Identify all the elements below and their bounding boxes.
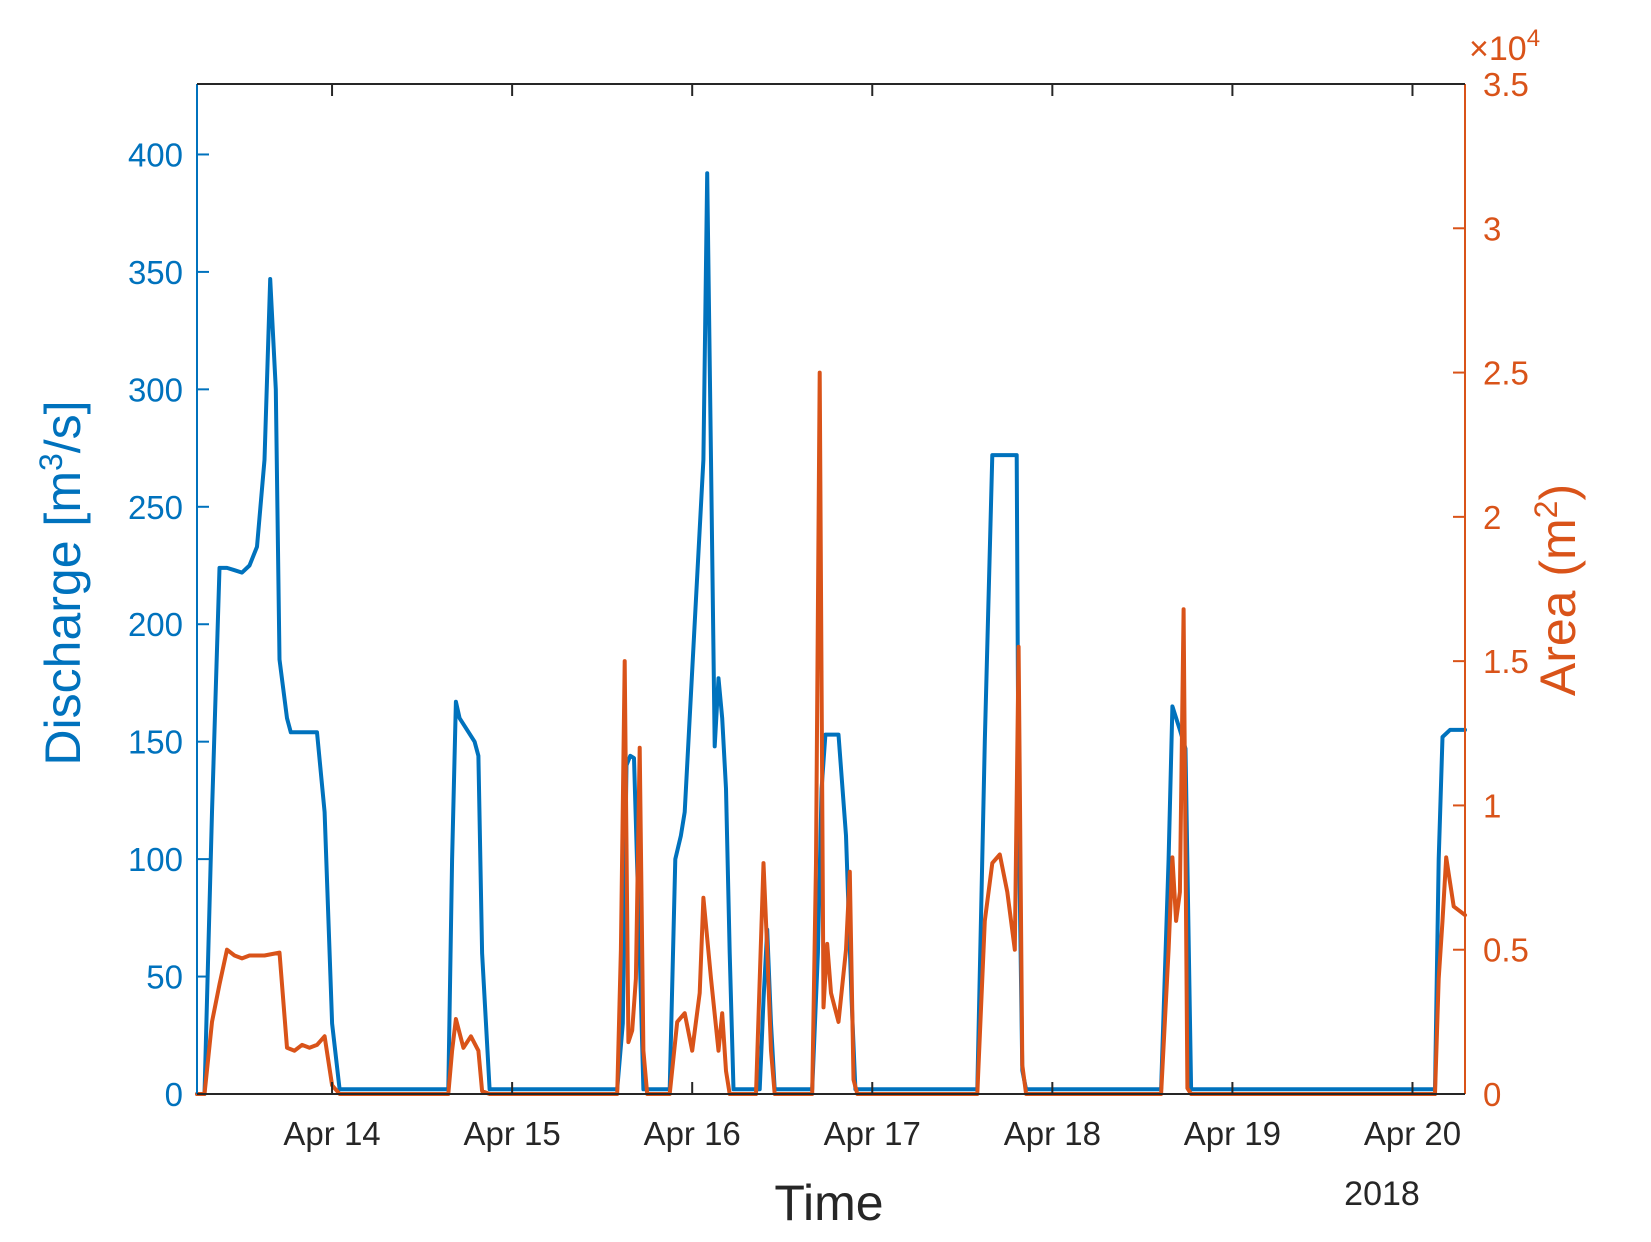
x-axis-tick-label: Apr 20 <box>1364 1115 1461 1152</box>
left-axis-tick-label: 400 <box>128 136 183 173</box>
right-axis-exponent: ×104 <box>1469 25 1540 68</box>
right-axis-tick-label: 1 <box>1483 787 1501 824</box>
right-axis-tick-label: 2.5 <box>1483 355 1529 392</box>
left-axis-tick-label: 150 <box>128 724 183 761</box>
x-axis-tick-label: Apr 15 <box>464 1115 561 1152</box>
right-axis-tick-label: 3.5 <box>1483 66 1529 103</box>
right-axis-tick-label: 1.5 <box>1483 643 1529 680</box>
left-axis-tick-label: 50 <box>146 959 183 996</box>
x-axis-label: Time <box>774 1175 883 1231</box>
right-axis-label-superscript: 2 <box>1528 501 1564 519</box>
left-axis-label-superscript: 3 <box>33 453 69 471</box>
left-axis-label: Discharge [m3/s] <box>33 400 91 765</box>
right-axis: 0 0.5 1 1.5 2 2.5 3 3.5 <box>1453 66 1529 1113</box>
right-axis-label: Area (m2) <box>1528 484 1586 696</box>
right-axis-exponent-superscript: 4 <box>1527 25 1540 52</box>
left-axis-tick-label: 350 <box>128 254 183 291</box>
x-axis-tick-label: Apr 19 <box>1184 1115 1281 1152</box>
x-axis: Apr 14 Apr 15 Apr 16 Apr 17 Apr 18 Apr 19 Apr … <box>197 83 1465 1152</box>
x-axis-year-label: 2018 <box>1344 1175 1420 1213</box>
plot-area <box>195 171 1467 1096</box>
right-axis-tick-label: 3 <box>1483 210 1501 247</box>
series-line-1-left <box>195 171 1467 1096</box>
x-axis-tick-label: Apr 17 <box>824 1115 921 1152</box>
right-axis-tick-label: 0 <box>1483 1076 1501 1113</box>
x-axis-tick-label: Apr 16 <box>644 1115 741 1152</box>
left-axis-tick-label: 300 <box>128 371 183 408</box>
left-axis-tick-label: 250 <box>128 489 183 526</box>
right-axis-tick-label: 0.5 <box>1483 932 1529 969</box>
right-axis-tick-label: 2 <box>1483 499 1501 536</box>
left-axis-tick-label: 0 <box>165 1076 183 1113</box>
x-axis-tick-label: Apr 14 <box>283 1115 380 1152</box>
left-axis: 0 50 100 150 200 250 300 350 400 <box>128 84 209 1113</box>
x-axis-tick-label: Apr 18 <box>1004 1115 1101 1152</box>
left-axis-tick-label: 100 <box>128 841 183 878</box>
left-axis-tick-label: 200 <box>128 606 183 643</box>
